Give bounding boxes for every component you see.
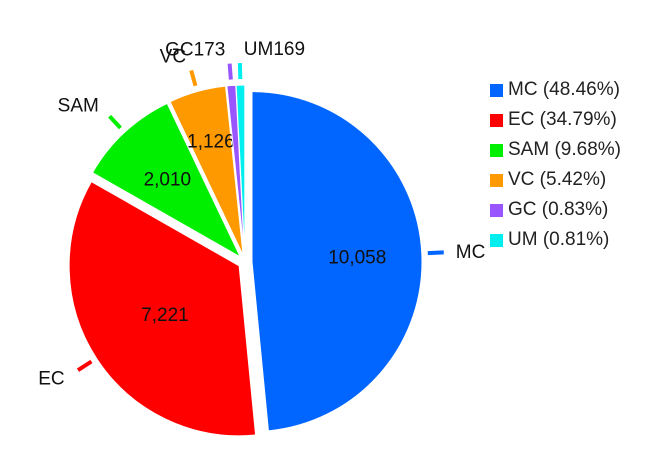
legend-label-ec: EC (34.79%) <box>508 109 617 130</box>
legend-label-vc: VC (5.42%) <box>508 169 607 190</box>
slice-name-mc: MC <box>456 242 486 263</box>
leader-line-vc <box>189 69 198 87</box>
pie-slice-um <box>235 84 246 256</box>
legend-item-mc: MC (48.46%) <box>490 78 660 102</box>
slice-name-ec: EC <box>38 368 64 389</box>
legend-item-sam: SAM (9.68%) <box>490 138 660 162</box>
slice-name-gc: GC173 <box>165 40 225 61</box>
slice-value-ec: 7,221 <box>141 305 189 326</box>
legend-item-um: UM (0.81%) <box>490 228 660 252</box>
legend-item-ec: EC (34.79%) <box>490 108 660 132</box>
leader-line-mc <box>427 250 444 256</box>
chart-legend: MC (48.46%) EC (34.79%) SAM (9.68%) VC (5.4… <box>490 78 660 258</box>
legend-swatch-vc <box>490 173 503 187</box>
pie-slice-sam <box>91 102 242 259</box>
pie-slice-mc <box>251 91 423 432</box>
legend-swatch-ec <box>490 113 503 127</box>
pie-slice-ec <box>68 180 257 437</box>
slice-value-mc: 10,058 <box>328 248 386 269</box>
legend-swatch-sam <box>490 143 503 157</box>
legend-swatch-um <box>490 233 503 247</box>
slice-name-um: UM169 <box>244 39 305 60</box>
leader-line-gc <box>227 63 233 80</box>
slice-value-sam: 2,010 <box>144 169 192 190</box>
legend-label-sam: SAM (9.68%) <box>508 139 621 160</box>
legend-item-vc: VC (5.42%) <box>490 168 660 192</box>
slice-value-vc: 1,126 <box>187 132 235 153</box>
legend-swatch-gc <box>490 203 503 217</box>
slice-name-vc: VC <box>160 47 186 68</box>
slice-name-sam: SAM <box>58 95 99 116</box>
legend-label-um: UM (0.81%) <box>508 229 610 250</box>
legend-item-gc: GC (0.83%) <box>490 198 660 222</box>
legend-label-mc: MC (48.46%) <box>508 79 620 100</box>
leader-line-ec <box>76 359 93 372</box>
legend-label-gc: GC (0.83%) <box>508 199 609 220</box>
legend-swatch-mc <box>490 83 503 97</box>
leader-line-sam <box>108 114 122 130</box>
pie-slice-vc <box>169 85 244 256</box>
